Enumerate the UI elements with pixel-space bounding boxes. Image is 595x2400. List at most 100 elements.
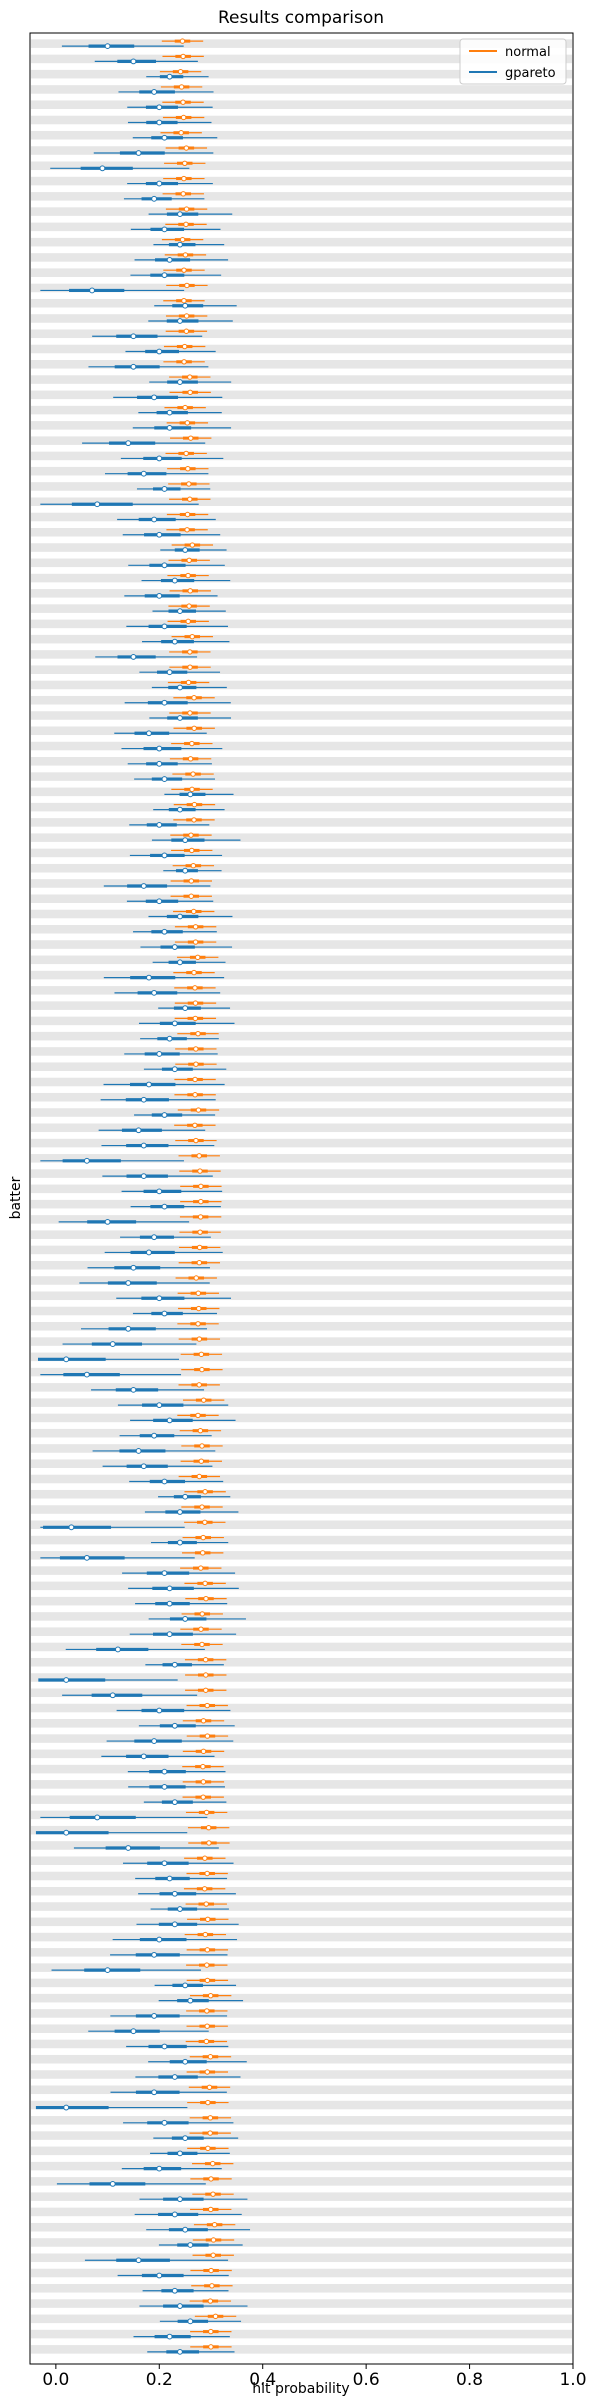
normal-point xyxy=(192,1076,198,1083)
normal-point xyxy=(191,969,197,976)
gpareto-point xyxy=(151,89,158,95)
row-band xyxy=(31,283,572,293)
gpareto-point xyxy=(171,577,178,584)
normal-point xyxy=(187,389,193,396)
normal-point xyxy=(204,1947,211,1953)
row-band xyxy=(31,2238,572,2247)
row-band xyxy=(31,711,572,720)
row-band xyxy=(31,1948,572,1957)
gpareto-point xyxy=(109,2180,116,2187)
row-band xyxy=(31,2024,572,2033)
normal-point xyxy=(195,1321,201,1327)
row-band xyxy=(31,314,572,323)
gpareto-point xyxy=(151,1951,158,1958)
normal-point xyxy=(204,1962,210,1968)
row-bands xyxy=(31,39,572,2354)
row-band xyxy=(31,2222,572,2232)
row-band xyxy=(31,421,572,430)
normal-point xyxy=(196,1305,202,1312)
gpareto-point xyxy=(161,486,168,492)
normal-point xyxy=(187,588,193,594)
gpareto-point xyxy=(83,1371,90,1378)
normal-point xyxy=(210,2237,217,2243)
gpareto-point xyxy=(63,1356,70,1363)
normal-point xyxy=(204,1977,211,1984)
normal-point xyxy=(196,1260,203,1266)
gpareto-point xyxy=(171,1799,178,1806)
row-band xyxy=(31,1184,572,1194)
normal-point xyxy=(189,740,195,747)
gpareto-point xyxy=(177,211,183,218)
row-band xyxy=(31,527,572,537)
gpareto-point xyxy=(63,1677,70,1683)
row-band xyxy=(31,1841,572,1850)
row-band xyxy=(31,589,572,598)
normal-point xyxy=(192,1092,198,1098)
normal-point xyxy=(208,2206,214,2213)
row-band xyxy=(31,1505,572,1514)
row-band xyxy=(31,1688,572,1698)
normal-point xyxy=(211,2222,218,2228)
row-band xyxy=(31,833,572,842)
gpareto-point xyxy=(161,623,168,630)
row-band xyxy=(31,1398,572,1407)
gpareto-point xyxy=(156,119,163,126)
normal-point xyxy=(181,359,187,365)
normal-point xyxy=(180,99,186,105)
row-band xyxy=(31,2284,572,2293)
gpareto-point xyxy=(171,944,178,950)
normal-point xyxy=(199,1611,205,1617)
normal-point xyxy=(212,2313,219,2320)
row-band xyxy=(31,955,572,965)
row-band xyxy=(31,2253,572,2263)
row-band xyxy=(31,680,572,690)
normal-point xyxy=(200,1748,207,1755)
gpareto-point xyxy=(151,1432,158,1439)
normal-point xyxy=(190,863,197,869)
normal-point xyxy=(185,679,192,686)
row-band xyxy=(31,1764,572,1774)
row-band xyxy=(31,634,572,644)
gpareto-point xyxy=(171,1722,178,1729)
gpareto-point xyxy=(187,2318,194,2325)
legend-label-normal: normal xyxy=(505,45,551,60)
normal-point xyxy=(200,1779,207,1785)
normal-point xyxy=(205,2099,211,2106)
row-band xyxy=(31,207,572,216)
normal-point xyxy=(202,1931,209,1938)
normal-point xyxy=(188,435,194,441)
row-band xyxy=(31,436,572,445)
gpareto-point xyxy=(156,2165,163,2172)
x-axis-label: hit probability xyxy=(252,2381,349,2397)
x-tick-label: 0.6 xyxy=(353,2370,380,2390)
normal-point xyxy=(183,221,189,228)
gpareto-point xyxy=(161,699,168,706)
normal-point xyxy=(195,1290,202,1296)
row-band xyxy=(31,298,572,308)
gpareto-point xyxy=(182,2058,189,2065)
normal-point xyxy=(183,450,189,457)
row-band xyxy=(31,161,572,171)
row-band xyxy=(31,1199,572,1209)
row-band xyxy=(31,1322,572,1331)
gpareto-point xyxy=(146,1081,152,1088)
row-band xyxy=(31,1703,572,1713)
x-tick-label: 0.0 xyxy=(42,2370,69,2390)
normal-point xyxy=(199,1443,205,1449)
normal-point xyxy=(196,1382,202,1388)
row-band xyxy=(31,1749,572,1759)
normal-point xyxy=(188,832,194,838)
row-band xyxy=(31,2116,572,2125)
gpareto-point xyxy=(161,1478,168,1485)
normal-point xyxy=(191,725,197,731)
row-band xyxy=(31,1856,572,1866)
gpareto-point xyxy=(63,2104,70,2111)
row-band xyxy=(31,1123,572,1133)
row-band xyxy=(31,1367,572,1377)
normal-point xyxy=(203,1809,210,1816)
normal-point xyxy=(210,2191,216,2197)
normal-point xyxy=(189,542,196,548)
gpareto-point xyxy=(104,43,111,50)
gpareto-point xyxy=(182,1493,189,1500)
